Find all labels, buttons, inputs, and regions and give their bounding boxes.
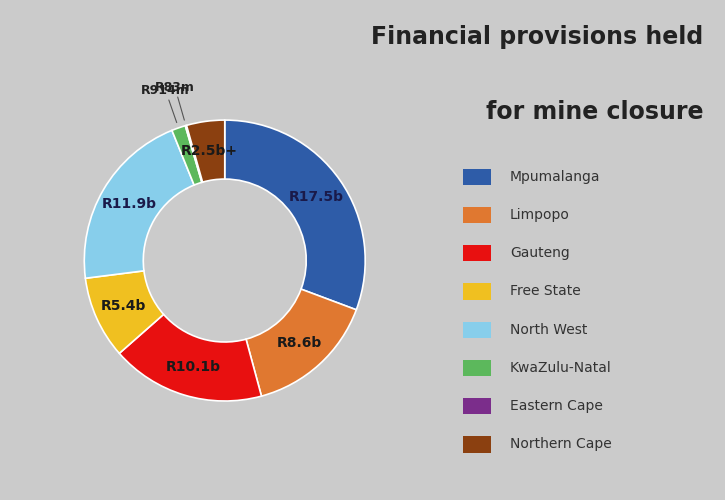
FancyBboxPatch shape	[463, 360, 491, 376]
FancyBboxPatch shape	[463, 436, 491, 452]
Wedge shape	[120, 314, 262, 401]
Text: Gauteng: Gauteng	[510, 246, 570, 260]
Text: R5.4b: R5.4b	[101, 299, 146, 313]
FancyBboxPatch shape	[463, 284, 491, 300]
Text: R83m: R83m	[155, 81, 195, 120]
Wedge shape	[225, 120, 365, 310]
FancyBboxPatch shape	[463, 207, 491, 223]
Text: for mine closure: for mine closure	[486, 100, 703, 124]
Text: R17.5b: R17.5b	[289, 190, 344, 204]
Text: Limpopo: Limpopo	[510, 208, 570, 222]
Wedge shape	[86, 271, 164, 353]
Wedge shape	[186, 126, 202, 182]
Text: Northern Cape: Northern Cape	[510, 438, 612, 452]
Wedge shape	[186, 120, 225, 182]
Text: R8.6b: R8.6b	[277, 336, 322, 349]
FancyBboxPatch shape	[463, 245, 491, 262]
Text: North West: North West	[510, 322, 587, 336]
Text: Mpumalanga: Mpumalanga	[510, 170, 600, 184]
Text: R914m: R914m	[141, 84, 190, 122]
FancyBboxPatch shape	[463, 398, 491, 414]
Text: Financial provisions held: Financial provisions held	[371, 25, 703, 49]
Text: Eastern Cape: Eastern Cape	[510, 399, 603, 413]
Wedge shape	[172, 126, 202, 185]
FancyBboxPatch shape	[463, 168, 491, 185]
FancyBboxPatch shape	[463, 322, 491, 338]
Wedge shape	[84, 130, 194, 278]
Wedge shape	[246, 289, 356, 396]
Text: KwaZulu-Natal: KwaZulu-Natal	[510, 361, 612, 375]
Text: R11.9b: R11.9b	[102, 198, 157, 211]
Text: Free State: Free State	[510, 284, 581, 298]
Text: R2.5b+: R2.5b+	[181, 144, 238, 158]
Text: R10.1b: R10.1b	[165, 360, 220, 374]
